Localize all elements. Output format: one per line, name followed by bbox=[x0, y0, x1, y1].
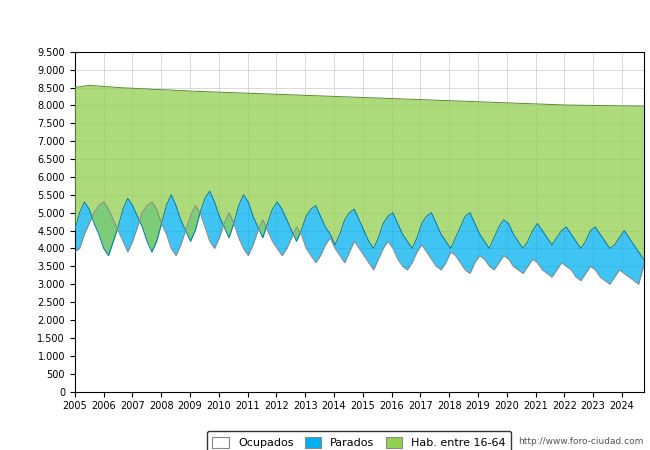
Text: Abarán - Evolucion de la poblacion en edad de Trabajar Septiembre de 2024: Abarán - Evolucion de la poblacion en ed… bbox=[99, 17, 551, 30]
Legend: Ocupados, Parados, Hab. entre 16-64: Ocupados, Parados, Hab. entre 16-64 bbox=[207, 431, 512, 450]
Text: http://www.foro-ciudad.com: http://www.foro-ciudad.com bbox=[518, 436, 644, 446]
